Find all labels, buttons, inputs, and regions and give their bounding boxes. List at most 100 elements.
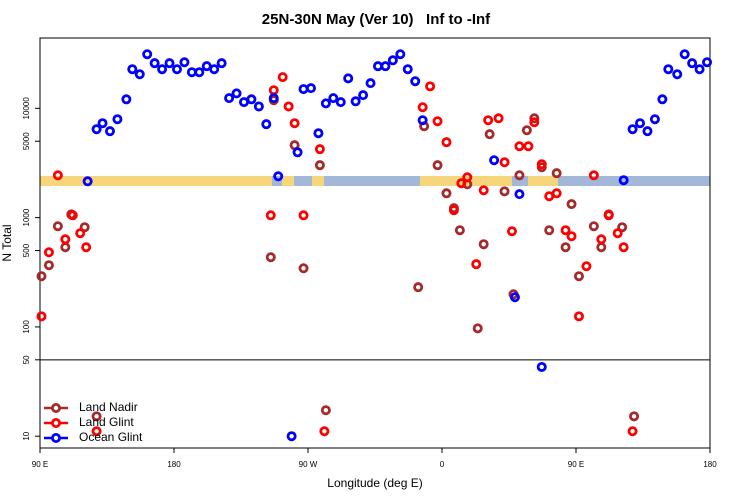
point [462, 172, 473, 183]
point [489, 155, 500, 166]
point [209, 64, 220, 75]
point [679, 49, 690, 60]
point [52, 170, 63, 181]
point [305, 83, 316, 94]
band-land [40, 176, 272, 186]
point [483, 115, 494, 126]
point [581, 261, 592, 272]
point [523, 141, 534, 152]
point [551, 188, 562, 199]
point [43, 247, 54, 258]
x-tick-label: 180 [167, 460, 181, 469]
point [499, 186, 510, 197]
point [328, 93, 339, 104]
point [649, 114, 660, 125]
point [358, 90, 369, 101]
y-tick-label: 1000 [22, 208, 31, 226]
point [350, 96, 361, 107]
point [456, 178, 467, 189]
point [432, 160, 443, 171]
point [417, 115, 428, 126]
point [82, 176, 93, 187]
point [67, 210, 78, 221]
point [319, 426, 330, 437]
point [702, 57, 713, 68]
point [314, 144, 325, 155]
point [149, 58, 160, 69]
point [627, 124, 638, 135]
series [36, 95, 640, 422]
point [514, 170, 525, 181]
point [566, 231, 577, 242]
y-tick-label: 100 [22, 320, 31, 334]
x-tick-label: 90 E [568, 460, 584, 469]
point [261, 119, 272, 130]
point [216, 58, 227, 69]
legend-label: Land Nadir [79, 400, 138, 414]
point [551, 168, 562, 179]
point [521, 125, 532, 136]
point [320, 405, 331, 416]
point [529, 113, 540, 124]
point [425, 81, 436, 92]
point [60, 234, 71, 245]
point [454, 225, 465, 236]
point [75, 228, 86, 239]
point [509, 292, 520, 303]
point [380, 61, 391, 72]
point [387, 55, 398, 66]
band-land [282, 176, 294, 186]
point [672, 69, 683, 80]
point [484, 129, 495, 140]
point [612, 228, 623, 239]
point [441, 188, 452, 199]
point [365, 78, 376, 89]
point [36, 271, 47, 282]
band-land [528, 176, 558, 186]
point [265, 252, 276, 263]
point [283, 101, 294, 112]
point [194, 67, 205, 78]
point [629, 411, 640, 422]
point [253, 101, 264, 112]
point [81, 242, 92, 253]
point [566, 199, 577, 210]
point [314, 160, 325, 171]
y-tick-label: 5000 [22, 132, 31, 150]
point [268, 93, 279, 104]
x-tick-label: 0 [440, 460, 445, 469]
point [273, 171, 284, 182]
point [544, 225, 555, 236]
point [298, 84, 309, 95]
point [560, 242, 571, 253]
point [617, 222, 628, 233]
point [171, 64, 182, 75]
point [560, 225, 571, 236]
point [142, 49, 153, 60]
x-axis-label: Longitude (deg E) [327, 476, 422, 490]
point [91, 411, 102, 422]
point [277, 72, 288, 83]
point [596, 234, 607, 245]
band-land [312, 176, 324, 186]
point [320, 98, 331, 109]
point [618, 242, 629, 253]
point [448, 205, 459, 216]
point [618, 175, 629, 186]
point [112, 114, 123, 125]
point [335, 97, 346, 108]
series [82, 49, 713, 442]
point [573, 311, 584, 322]
point [694, 64, 705, 75]
series [36, 72, 638, 437]
point [313, 128, 324, 139]
point [36, 311, 47, 322]
point [79, 222, 90, 233]
point [97, 118, 108, 129]
point [573, 271, 584, 282]
chart-title: 25N-30N May (Ver 10) Inf to -Inf [262, 11, 491, 28]
point [499, 157, 510, 168]
point [286, 431, 297, 442]
point [104, 126, 115, 137]
